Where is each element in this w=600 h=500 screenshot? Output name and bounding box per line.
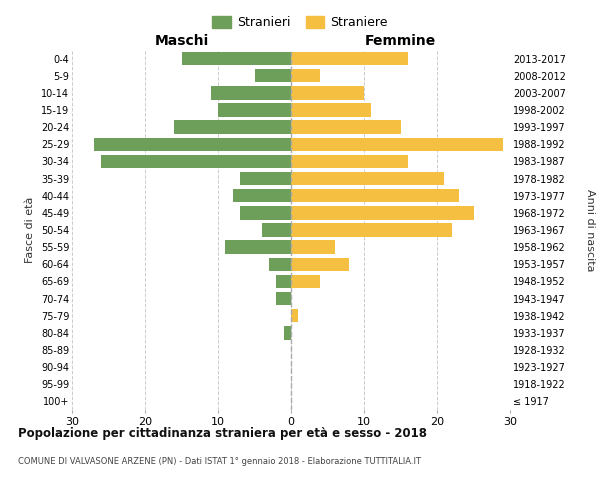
Bar — [240, 172, 291, 186]
Bar — [291, 309, 298, 322]
Bar — [291, 138, 503, 151]
Bar — [291, 104, 371, 117]
Bar — [101, 154, 291, 168]
Bar — [277, 292, 291, 306]
Bar — [284, 326, 291, 340]
Bar — [226, 240, 291, 254]
Bar — [291, 154, 408, 168]
Bar — [291, 172, 444, 186]
Bar — [174, 120, 291, 134]
Bar — [182, 52, 291, 66]
Bar — [269, 258, 291, 271]
Bar — [233, 189, 291, 202]
Bar — [218, 104, 291, 117]
Bar — [291, 52, 408, 66]
Bar — [291, 120, 401, 134]
Bar — [291, 224, 452, 236]
Bar — [291, 258, 349, 271]
Y-axis label: Fasce di età: Fasce di età — [25, 197, 35, 263]
Bar — [211, 86, 291, 100]
Bar — [291, 189, 459, 202]
Bar — [291, 274, 320, 288]
Text: COMUNE DI VALVASONE ARZENE (PN) - Dati ISTAT 1° gennaio 2018 - Elaborazione TUTT: COMUNE DI VALVASONE ARZENE (PN) - Dati I… — [18, 458, 421, 466]
Text: Maschi: Maschi — [154, 34, 209, 48]
Bar — [291, 69, 320, 82]
Bar — [291, 206, 473, 220]
Text: Popolazione per cittadinanza straniera per età e sesso - 2018: Popolazione per cittadinanza straniera p… — [18, 428, 427, 440]
Legend: Stranieri, Straniere: Stranieri, Straniere — [207, 11, 393, 34]
Bar — [254, 69, 291, 82]
Bar — [240, 206, 291, 220]
Bar — [94, 138, 291, 151]
Text: Femmine: Femmine — [365, 34, 436, 48]
Bar — [262, 224, 291, 236]
Bar — [291, 86, 364, 100]
Bar — [277, 274, 291, 288]
Bar — [291, 240, 335, 254]
Y-axis label: Anni di nascita: Anni di nascita — [585, 188, 595, 271]
